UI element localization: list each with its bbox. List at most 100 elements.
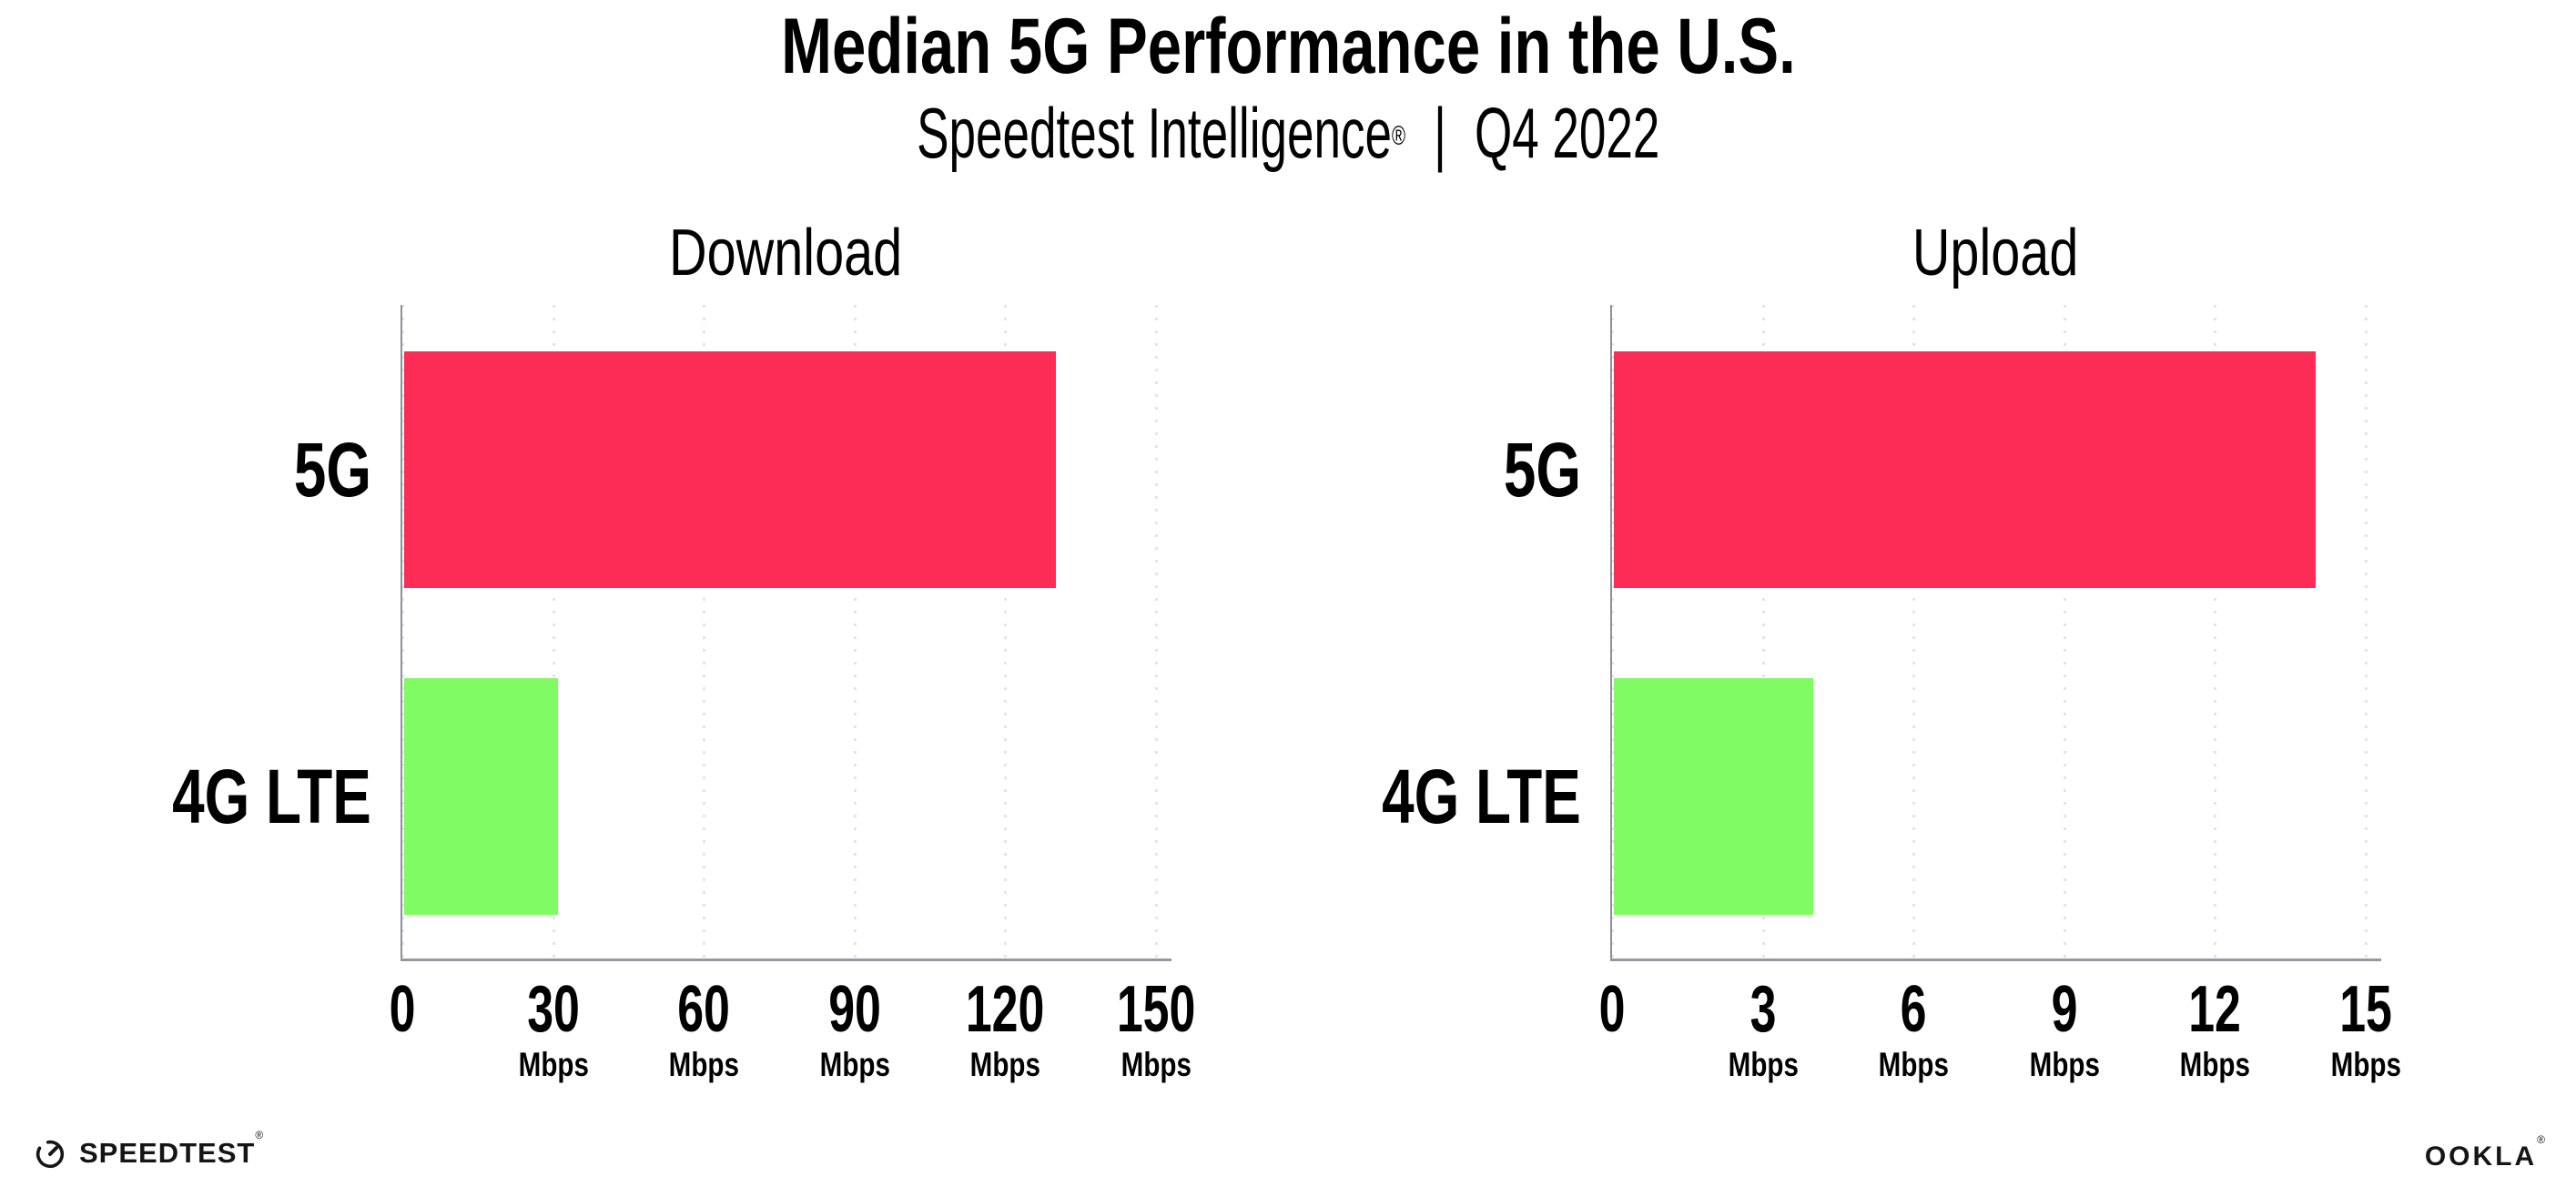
x-tick: 30 Mbps xyxy=(476,976,631,1083)
gridline xyxy=(1762,305,1765,959)
ookla-logo: OOKLA® xyxy=(2424,1133,2545,1172)
tick-number-text: 120 xyxy=(965,973,1045,1046)
page-title: Median 5G Performance in the U.S. xyxy=(0,4,2576,89)
gridline xyxy=(401,305,404,959)
tick-number: 60 xyxy=(626,976,781,1043)
tick-number: 30 xyxy=(476,976,631,1043)
tick-number: 150 xyxy=(1079,976,1233,1043)
x-tick: 15 Mbps xyxy=(2288,976,2443,1083)
tick-unit-text: Mbps xyxy=(819,1046,890,1083)
gridline xyxy=(1611,305,1614,959)
category-label-text: 5G xyxy=(293,427,371,512)
tick-unit: Mbps xyxy=(1987,1047,2142,1083)
tick-number-text: 9 xyxy=(2051,973,2078,1046)
x-tick: 60 Mbps xyxy=(626,976,781,1083)
tick-unit: Mbps xyxy=(1079,1047,1233,1083)
tick-unit-text: Mbps xyxy=(1878,1046,1949,1083)
tick-unit: Mbps xyxy=(928,1047,1082,1083)
tick-unit-text: Mbps xyxy=(1728,1046,1799,1083)
tick-number-text: 3 xyxy=(1749,973,1777,1046)
x-tick: 150 Mbps xyxy=(1079,976,1233,1083)
x-tick: 120 Mbps xyxy=(928,976,1082,1083)
speedtest-wordmark: SPEEDTEST® xyxy=(79,1129,263,1170)
x-tick: 12 Mbps xyxy=(2137,976,2292,1083)
y-axis-line xyxy=(1610,305,1612,961)
category-label-4g-lte: 4G LTE xyxy=(1199,755,1581,838)
tick-number: 15 xyxy=(2288,976,2443,1043)
y-axis-line xyxy=(401,305,402,961)
gridline xyxy=(2214,305,2216,959)
gridline xyxy=(2365,305,2368,959)
gridline xyxy=(1912,305,1915,959)
ookla-registered-mark: ® xyxy=(2537,1133,2545,1146)
bar-4g-lte xyxy=(404,678,558,915)
gridline xyxy=(854,305,857,959)
tick-unit-text: Mbps xyxy=(2330,1046,2401,1083)
gridline xyxy=(1155,305,1158,959)
tick-number-text: 90 xyxy=(828,973,881,1046)
tick-unit-text: Mbps xyxy=(2029,1046,2100,1083)
tick-number: 0 xyxy=(325,976,480,1043)
tick-unit: Mbps xyxy=(2288,1047,2443,1083)
tick-unit-text: Mbps xyxy=(2179,1046,2250,1083)
subtitle-separator: | xyxy=(1433,93,1446,173)
x-tick: 0 xyxy=(1535,976,1689,1043)
chart-title: Upload xyxy=(1612,215,2379,291)
tick-number: 9 xyxy=(1987,976,2142,1043)
x-tick: 9 Mbps xyxy=(1987,976,2142,1083)
tick-unit: Mbps xyxy=(2137,1047,2292,1083)
tick-unit-text: Mbps xyxy=(969,1046,1040,1083)
tick-number-text: 30 xyxy=(527,973,580,1046)
tick-number-text: 0 xyxy=(389,973,416,1046)
tick-number: 90 xyxy=(777,976,932,1043)
x-tick: 0 xyxy=(325,976,480,1043)
tick-number: 120 xyxy=(928,976,1082,1043)
x-tick: 3 Mbps xyxy=(1686,976,1841,1083)
speedtest-gauge-icon xyxy=(35,1140,65,1169)
chart-title-text: Upload xyxy=(1912,217,2079,289)
x-axis-line xyxy=(401,959,1171,961)
tick-number-text: 150 xyxy=(1116,973,1196,1046)
page-title-text: Median 5G Performance in the U.S. xyxy=(780,3,1796,90)
x-tick: 90 Mbps xyxy=(777,976,932,1083)
gridline xyxy=(1004,305,1007,959)
ookla-wordmark-text: OOKLA xyxy=(2424,1141,2538,1172)
tick-number: 6 xyxy=(1836,976,1991,1043)
tick-number: 12 xyxy=(2137,976,2292,1043)
tick-unit: Mbps xyxy=(476,1047,631,1083)
bar-4g-lte xyxy=(1614,678,1813,915)
category-label-5g: 5G xyxy=(0,428,371,512)
chart-title: Download xyxy=(402,215,1170,291)
tick-unit: Mbps xyxy=(1836,1047,1991,1083)
gridline xyxy=(703,305,705,959)
registered-trademark-mark: ® xyxy=(1391,121,1405,151)
tick-unit: Mbps xyxy=(1686,1047,1841,1083)
tick-number-text: 0 xyxy=(1598,973,1626,1046)
category-label-5g: 5G xyxy=(1199,428,1581,512)
page-subtitle: Speedtest Intelligence® | Q4 2022 xyxy=(0,89,2576,177)
gridline xyxy=(2064,305,2066,959)
x-axis-line xyxy=(1610,959,2381,961)
plot-area xyxy=(401,305,1171,961)
speedtest-wordmark-text: SPEEDTEST xyxy=(79,1137,256,1169)
tick-number: 0 xyxy=(1535,976,1689,1043)
tick-number-text: 60 xyxy=(677,973,730,1046)
tick-unit-text: Mbps xyxy=(518,1046,589,1083)
chart-title-text: Download xyxy=(669,217,903,289)
category-label-text: 4G LTE xyxy=(1382,754,1581,839)
page-subtitle-text: Speedtest Intelligence® | Q4 2022 xyxy=(917,89,1659,177)
category-label-text: 5G xyxy=(1503,427,1581,512)
tick-unit-text: Mbps xyxy=(668,1046,739,1083)
tick-unit: Mbps xyxy=(626,1047,781,1083)
category-label-text: 4G LTE xyxy=(172,754,371,839)
tick-number-text: 6 xyxy=(1900,973,1927,1046)
tick-unit: Mbps xyxy=(777,1047,932,1083)
bar-5g xyxy=(404,351,1056,588)
category-label-4g-lte: 4G LTE xyxy=(0,755,371,838)
speedtest-registered-mark: ® xyxy=(255,1129,264,1141)
subtitle-period: Q4 2022 xyxy=(1474,93,1660,173)
subtitle-brand: Speedtest Intelligence xyxy=(916,93,1392,173)
x-tick: 6 Mbps xyxy=(1836,976,1991,1083)
bar-5g xyxy=(1614,351,2316,588)
